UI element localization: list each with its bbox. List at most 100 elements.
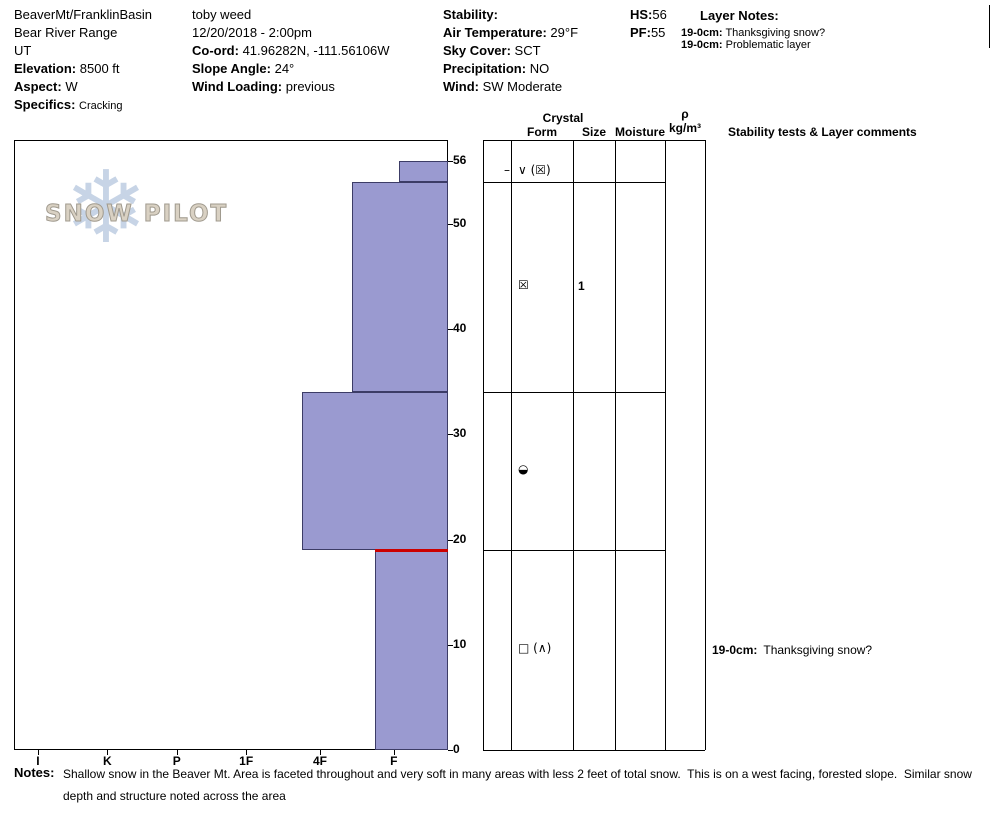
coord-line: Co-ord: 41.96282N, -111.56106W	[192, 42, 390, 60]
hardness-axis-label: P	[172, 754, 181, 768]
site-column: BeaverMt/FranklinBasin Bear River Range …	[14, 6, 152, 115]
snow-layer-bar	[398, 161, 448, 183]
state: UT	[14, 43, 32, 58]
elevation-line: Elevation: 8500 ft	[14, 60, 152, 78]
wind-value: SW Moderate	[482, 79, 563, 94]
pf-value: 55	[650, 25, 666, 40]
air-temp-value: 29°F	[550, 25, 579, 40]
notes-label: Notes:	[14, 765, 55, 780]
table-top-line	[483, 140, 705, 141]
observer-name: toby weed	[192, 7, 252, 22]
layer-note-depth: 19-0cm:	[681, 39, 723, 51]
depth-axis-tick	[448, 644, 453, 646]
grain-form: ◒	[518, 462, 529, 477]
depth-axis-tick	[448, 329, 453, 331]
table-column-line	[705, 140, 706, 750]
depth-axis-label: 10	[453, 636, 467, 651]
pit-name: BeaverMt/FranklinBasin	[14, 7, 152, 22]
layer-note-item: 19-0cm: Thanksgiving snow?	[681, 27, 825, 39]
specifics-label: Specifics:	[14, 97, 76, 112]
specifics-line: Specifics: Cracking	[14, 96, 152, 115]
form-column-header: Form	[527, 125, 557, 139]
table-column-line	[615, 140, 616, 750]
hardness-axis-tick	[176, 750, 178, 755]
size-column-header: Size	[581, 125, 606, 139]
hardness-tick-mark: –	[504, 162, 510, 177]
grain-form: ∨ (☒)	[518, 162, 551, 177]
mountain-range: Bear River Range	[14, 25, 118, 40]
hardness-axis-tick	[393, 750, 395, 755]
snow-layer-bar	[302, 392, 448, 551]
depth-axis-tick	[448, 750, 453, 751]
precipitation-value: NO	[529, 61, 550, 76]
hardness-axis-tick	[319, 750, 321, 755]
hardness-axis-label: I	[36, 754, 40, 768]
crystal-header: Crystal	[542, 111, 584, 125]
pit-depth-line: PF:55	[630, 24, 667, 42]
depth-axis-label: 20	[453, 531, 467, 546]
sky-cover-label: Sky Cover:	[443, 43, 511, 58]
coord-value: 41.96282N, -111.56106W	[242, 43, 390, 58]
wind-line: Wind: SW Moderate	[443, 78, 578, 96]
layer-boundary-line	[483, 550, 665, 552]
depth-axis-label: 40	[453, 321, 467, 336]
comments-column-header: Stability tests & Layer comments	[728, 125, 917, 139]
hardness-axis-label: K	[102, 754, 112, 768]
depth-axis-label: 30	[453, 426, 467, 441]
totals-column: HS:56 PF:55	[630, 6, 667, 42]
table-bottom-line	[483, 750, 705, 751]
depth-axis-label: 56	[453, 153, 467, 168]
wind-loading-label: Wind Loading:	[192, 79, 283, 94]
conditions-column: Stability: Air Temperature: 29°F Sky Cov…	[443, 6, 578, 96]
slope-angle-line: Slope Angle: 24°	[192, 60, 390, 78]
sky-cover-line: Sky Cover: SCT	[443, 42, 578, 60]
density-header-symbol: ρ	[681, 107, 689, 121]
sky-cover-value: SCT	[514, 43, 541, 58]
table-column-line	[483, 140, 484, 750]
layer-note-text: Thanksgiving snow?	[725, 27, 826, 39]
wind-loading-value: previous	[285, 79, 335, 94]
snow-layer-bar	[352, 182, 448, 393]
elevation-value: 8500 ft	[79, 61, 120, 76]
pf-label: PF:	[630, 25, 651, 40]
grain-size: 1	[578, 279, 585, 294]
grain-form: □ (∧)	[518, 641, 552, 656]
notes-text-line1: Shallow snow in the Beaver Mt. Area is f…	[63, 767, 972, 781]
moisture-column-header: Moisture	[615, 125, 666, 139]
stability-label: Stability:	[443, 7, 498, 22]
observation-datetime: 12/20/2018 - 2:00pm	[192, 25, 312, 40]
hardness-axis-tick	[37, 750, 39, 755]
layer-boundary-line	[483, 392, 665, 394]
layer-note-item: 19-0cm: Problematic layer	[681, 39, 825, 51]
aspect-line: Aspect: W	[14, 78, 152, 96]
depth-axis-tick	[448, 539, 453, 541]
snowpilot-logo: SNOW PILOT	[44, 201, 229, 228]
depth-axis-tick	[448, 161, 453, 163]
depth-axis-tick	[448, 434, 453, 436]
wind-loading-line: Wind Loading: previous	[192, 78, 390, 96]
slope-angle-label: Slope Angle:	[192, 61, 271, 76]
hardness-axis-label: 4F	[312, 754, 327, 768]
hardness-axis-tick	[107, 750, 109, 755]
depth-axis-label: 0	[453, 742, 460, 756]
hs-label: HS:	[630, 7, 653, 22]
table-column-line	[511, 140, 512, 750]
layer-boundary-line	[483, 182, 665, 184]
air-temp-label: Air Temperature:	[443, 25, 547, 40]
depth-axis-label: 50	[453, 216, 467, 231]
hs-value: 56	[652, 7, 667, 22]
coord-label: Co-ord:	[192, 43, 239, 58]
aspect-value: W	[65, 79, 78, 94]
notes-text-line2: depth and structure noted across the are…	[63, 789, 286, 803]
wind-label: Wind:	[443, 79, 479, 94]
density-header-units: kg/m³	[668, 121, 701, 135]
layer-comment-depth: 19-0cm:	[712, 643, 764, 658]
layer-notes-title: Layer Notes:	[700, 8, 779, 23]
snow-layer-bar	[375, 550, 448, 750]
stability-line: Stability:	[443, 6, 578, 24]
snowflake-icon: ❄	[64, 149, 148, 266]
table-column-line	[665, 140, 666, 750]
table-column-line	[573, 140, 574, 750]
hardness-axis-label: F	[390, 754, 398, 768]
